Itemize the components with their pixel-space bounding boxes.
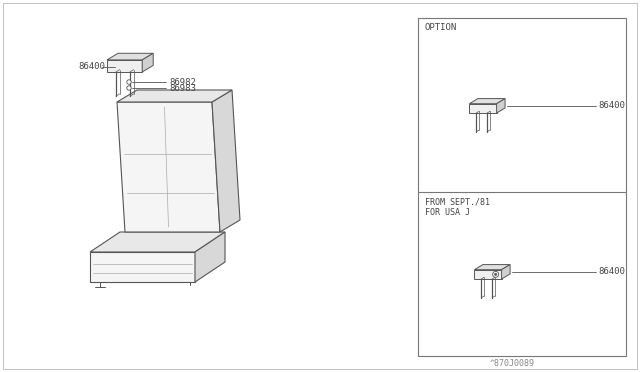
Polygon shape	[90, 252, 195, 282]
Polygon shape	[117, 90, 232, 102]
Polygon shape	[474, 270, 502, 279]
Text: 86400: 86400	[78, 62, 105, 71]
Polygon shape	[469, 104, 497, 113]
Polygon shape	[90, 232, 225, 252]
Polygon shape	[469, 99, 505, 104]
Text: ^870J0089: ^870J0089	[490, 359, 535, 369]
Bar	[418, 18, 626, 356]
Circle shape	[494, 273, 497, 276]
Polygon shape	[497, 99, 505, 113]
Polygon shape	[212, 90, 240, 232]
Text: 86983: 86983	[169, 83, 196, 93]
Polygon shape	[117, 102, 220, 232]
Text: 86400: 86400	[598, 267, 625, 276]
Circle shape	[493, 272, 499, 278]
Polygon shape	[195, 232, 225, 282]
Text: 86400: 86400	[598, 101, 625, 110]
Circle shape	[127, 80, 131, 84]
Polygon shape	[142, 53, 153, 72]
Text: FROM SEPT./81: FROM SEPT./81	[425, 198, 490, 206]
Circle shape	[127, 86, 131, 90]
Polygon shape	[107, 60, 142, 72]
Polygon shape	[502, 264, 510, 279]
Text: FOR USA J: FOR USA J	[425, 208, 470, 217]
Text: 86982: 86982	[169, 77, 196, 87]
Polygon shape	[474, 264, 510, 270]
Text: OPTION: OPTION	[425, 22, 457, 32]
Polygon shape	[107, 53, 153, 60]
